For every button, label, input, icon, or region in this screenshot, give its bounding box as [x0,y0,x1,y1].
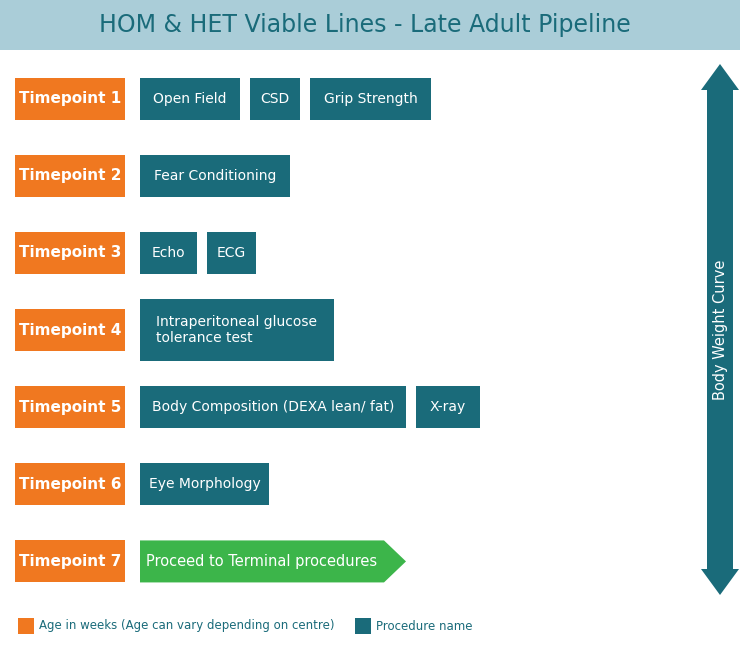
Text: Fear Conditioning: Fear Conditioning [154,169,276,183]
FancyBboxPatch shape [707,90,733,569]
FancyBboxPatch shape [15,155,125,197]
FancyBboxPatch shape [15,386,125,428]
FancyBboxPatch shape [206,232,256,274]
FancyBboxPatch shape [15,464,125,505]
FancyBboxPatch shape [15,309,125,351]
Text: HOM & HET Viable Lines - Late Adult Pipeline: HOM & HET Viable Lines - Late Adult Pipe… [99,13,631,37]
Text: Proceed to Terminal procedures: Proceed to Terminal procedures [147,554,377,569]
Text: Body Weight Curve: Body Weight Curve [713,259,727,400]
FancyBboxPatch shape [309,78,431,119]
Text: Timepoint 5: Timepoint 5 [18,400,121,415]
FancyBboxPatch shape [0,0,740,50]
FancyBboxPatch shape [15,541,125,582]
Text: Eye Morphology: Eye Morphology [149,477,260,492]
Text: Age in weeks (Age can vary depending on centre): Age in weeks (Age can vary depending on … [39,619,334,632]
FancyBboxPatch shape [416,386,480,428]
Text: Procedure name: Procedure name [376,619,473,632]
Text: CSD: CSD [260,91,289,106]
FancyBboxPatch shape [140,78,240,119]
FancyBboxPatch shape [140,386,406,428]
Text: Timepoint 7: Timepoint 7 [18,554,121,569]
Polygon shape [701,64,739,90]
Text: Timepoint 3: Timepoint 3 [18,245,121,260]
Text: Body Composition (DEXA lean/ fat): Body Composition (DEXA lean/ fat) [152,400,394,414]
FancyBboxPatch shape [250,78,300,119]
FancyBboxPatch shape [15,232,125,274]
Polygon shape [701,569,739,595]
Text: Timepoint 2: Timepoint 2 [18,168,121,183]
Text: Open Field: Open Field [153,91,226,106]
Text: X-ray: X-ray [429,400,465,414]
FancyBboxPatch shape [355,618,371,634]
Polygon shape [140,541,406,582]
Text: Timepoint 4: Timepoint 4 [18,323,121,338]
FancyBboxPatch shape [140,299,334,361]
FancyBboxPatch shape [18,618,34,634]
Text: Timepoint 6: Timepoint 6 [18,477,121,492]
FancyBboxPatch shape [15,78,125,119]
Text: Grip Strength: Grip Strength [323,91,417,106]
FancyBboxPatch shape [140,232,197,274]
Text: ECG: ECG [217,246,246,260]
Text: Intraperitoneal glucose
tolerance test: Intraperitoneal glucose tolerance test [156,315,317,345]
Text: Timepoint 1: Timepoint 1 [19,91,121,106]
FancyBboxPatch shape [140,464,269,505]
Text: Echo: Echo [152,246,185,260]
FancyBboxPatch shape [140,155,290,197]
